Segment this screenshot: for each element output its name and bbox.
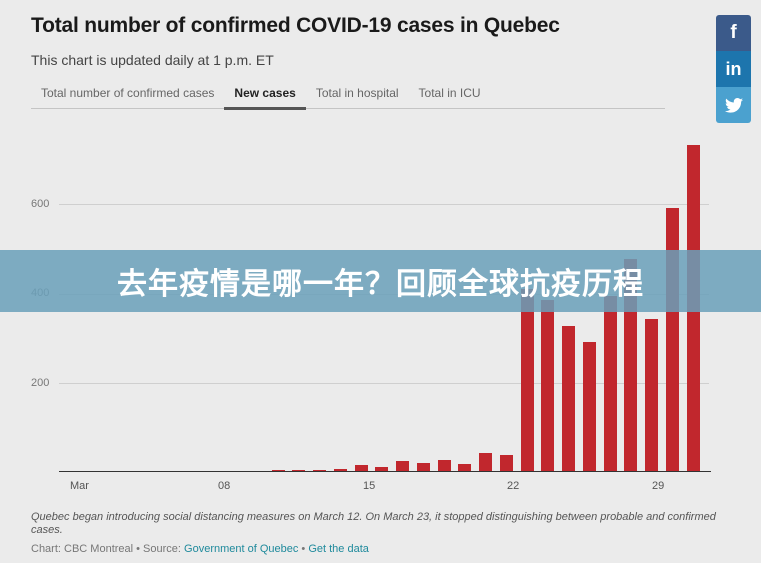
chart-title: Total number of confirmed COVID-19 cases… [31, 14, 560, 37]
chart-note: Quebec began introducing social distanci… [31, 511, 716, 536]
bar[interactable] [458, 463, 472, 471]
tab-total-icu[interactable]: Total in ICU [418, 86, 481, 100]
bar[interactable] [603, 295, 617, 471]
x-tick-22: 22 [507, 480, 520, 492]
overlay-banner: 去年疫情是哪一年？回顾全球抗疫历程 [0, 250, 761, 312]
get-data-link[interactable]: Get the data [308, 543, 369, 555]
bar[interactable] [313, 470, 326, 471]
bar[interactable] [582, 341, 596, 471]
credit-prefix: Chart: CBC Montreal • Source: [31, 543, 185, 555]
y-tick-200: 200 [31, 377, 50, 389]
x-tick-29: 29 [652, 480, 665, 492]
bar[interactable] [541, 300, 555, 471]
bar[interactable] [499, 454, 513, 471]
bar[interactable] [562, 326, 575, 471]
chart-tabs: Total number of confirmed cases New case… [31, 80, 665, 110]
linkedin-share-button[interactable]: in [716, 51, 751, 87]
source-link[interactable]: Government of Quebec [184, 543, 299, 555]
bar[interactable] [645, 319, 658, 471]
twitter-share-button[interactable] [716, 87, 751, 123]
x-tick-08: 08 [218, 480, 231, 492]
bar[interactable] [624, 259, 638, 471]
chart-credit: Chart: CBC Montreal • Source: Government… [31, 543, 369, 555]
x-tick-mar: Mar [70, 480, 89, 492]
linkedin-icon: in [725, 58, 742, 79]
bar[interactable] [333, 468, 347, 471]
bar[interactable] [416, 462, 430, 471]
facebook-share-button[interactable]: f [716, 15, 751, 51]
tab-total-confirmed[interactable]: Total number of confirmed cases [41, 86, 215, 100]
twitter-icon [724, 97, 743, 113]
tab-new-cases[interactable]: New cases [224, 80, 306, 110]
x-axis [59, 471, 711, 472]
bar[interactable] [292, 470, 306, 471]
bar[interactable] [396, 460, 409, 471]
y-tick-600: 600 [31, 198, 50, 210]
gridline-200 [59, 383, 709, 384]
bar[interactable] [479, 452, 492, 471]
bar[interactable] [271, 470, 285, 471]
bar[interactable] [375, 466, 389, 471]
gridline-600 [59, 204, 709, 205]
bar[interactable] [437, 459, 451, 471]
share-bar: f in [716, 15, 751, 123]
tab-total-hospital[interactable]: Total in hospital [315, 86, 399, 100]
x-tick-15: 15 [363, 480, 376, 492]
bar[interactable] [520, 288, 534, 471]
banner-text: 去年疫情是哪一年？回顾全球抗疫历程 [117, 267, 644, 302]
bar[interactable] [665, 208, 679, 471]
bar[interactable] [354, 464, 368, 471]
chart-subtitle: This chart is updated daily at 1 p.m. ET [31, 52, 274, 68]
facebook-icon: f [730, 22, 737, 43]
credit-separator: • [298, 543, 309, 555]
